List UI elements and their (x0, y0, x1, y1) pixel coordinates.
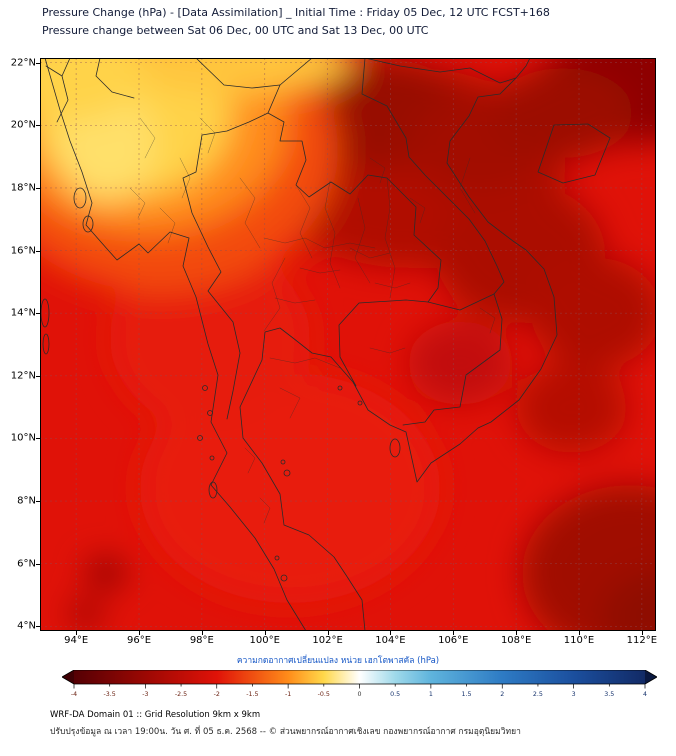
colorbar: -4 -3.5 -3 -2.5 -2 -1.5 -1 -0.5 0 0.5 1 1.5 2 2.5 3 3.5… (62, 670, 657, 698)
grid-lines (40, 58, 656, 631)
y-axis-tick-label: 4°N (17, 620, 36, 632)
map-frame (40, 58, 656, 631)
y-axis-tick-label: 14°N (10, 307, 36, 319)
y-axis-tick-mark (36, 250, 40, 252)
colorbar-under-arrow (62, 670, 74, 684)
x-axis-tick-label: 94°E (64, 635, 89, 646)
coastline-west (44, 58, 307, 631)
colorbar-tick-label: -3 (142, 691, 148, 698)
x-axis-tick-mark (390, 631, 392, 635)
y-axis-tick-label: 10°N (10, 432, 36, 444)
border-thailand-myanmar (182, 112, 269, 420)
border-vietnam-china (364, 58, 517, 84)
x-axis-tick-label: 110°E (563, 635, 595, 646)
colorbar-tick-label: 4 (643, 691, 647, 698)
colorbar-tick-label: -0.5 (318, 691, 330, 698)
colorbar-tick-label: 1.5 (462, 691, 472, 698)
y-axis-tick-label: 18°N (10, 182, 36, 194)
coastline-east (239, 58, 558, 631)
country-borders (40, 58, 611, 631)
y-axis-tick-label: 22°N (10, 57, 36, 69)
x-axis-tick-label: 108°E (500, 635, 532, 646)
x-axis-tick-mark (201, 631, 203, 635)
map-plot-area: 94°E 96°E 98°E 100°E 102°E 104°E 106°E 108°E 110… (11, 57, 657, 646)
chart-title: Pressure Change (hPa) - [Data Assimilati… (42, 6, 550, 19)
x-axis-tick-mark (453, 631, 455, 635)
islands (40, 187, 401, 582)
pressure-change-map (40, 58, 656, 631)
y-axis-tick-label: 20°N (10, 119, 36, 131)
y-axis-tick-mark (36, 563, 40, 565)
border-myanmar-bangladesh (56, 58, 71, 123)
colorbar-tick-label: 2.5 (533, 691, 543, 698)
colorbar-tick-label: 3 (572, 691, 576, 698)
colorbar-tick-label: 3.5 (604, 691, 614, 698)
border-thailand-laos (267, 112, 442, 303)
hainan-island (537, 123, 611, 184)
footer-update-info: ปรับปรุงข้อมูล ณ เวลา 19:00น. วัน ศ. ที่… (50, 727, 521, 737)
y-axis-tick-mark (36, 438, 40, 440)
border-thailand-cambodia (338, 299, 429, 387)
colorbar-tick-label: -2 (214, 691, 220, 698)
y-axis-tick-label: 8°N (17, 495, 36, 507)
colorbar-tick-label: -3.5 (104, 691, 116, 698)
y-axis-tick-mark (36, 375, 40, 377)
border-laos-vietnam (361, 58, 505, 295)
colorbar-tick-label: -1.5 (246, 691, 258, 698)
x-axis-tick-mark (139, 631, 140, 635)
y-axis-tick-mark (36, 125, 40, 127)
y-axis-tick-mark (36, 501, 40, 503)
x-axis-tick-label: 98°E (189, 635, 214, 646)
y-axis-tick-mark (36, 313, 40, 315)
province-borders (129, 117, 496, 524)
x-axis-tick-label: 102°E (312, 635, 343, 646)
border-laos-china (279, 58, 313, 86)
x-axis-tick-mark (579, 631, 580, 635)
y-axis-tick-label: 12°N (10, 370, 36, 382)
colorbar-tick-label: -1 (285, 691, 291, 698)
colorbar-tick-label: 1 (429, 691, 433, 698)
colorbar-over-arrow (645, 670, 657, 684)
colorbar-label: ความกดอากาศเปลี่ยนแปลง หน่วย เฮกโตพาสคัล… (236, 656, 440, 666)
y-axis-tick-label: 16°N (10, 245, 36, 257)
x-axis-tick-label: 100°E (249, 635, 280, 646)
colorbar-gradient-bar (74, 670, 645, 684)
border-myanmar-india (95, 58, 135, 99)
y-axis-tick-mark (36, 62, 40, 64)
x-axis-tick-label: 112°E (626, 635, 658, 646)
x-axis-tick-label: 96°E (126, 635, 152, 646)
x-axis-tick-mark (641, 631, 643, 635)
colorbar-tick-label: -4 (71, 691, 77, 698)
border-bangladesh-india (45, 65, 63, 77)
y-axis-tick-label: 6°N (17, 558, 36, 570)
x-axis-tick-mark (264, 631, 266, 635)
footer-domain-info: WRF-DA Domain 01 :: Grid Resolution 9km … (50, 710, 261, 720)
colorbar-tick-label: -2.5 (175, 691, 187, 698)
x-axis-tick-label: 104°E (375, 635, 406, 646)
x-axis-tick-mark (516, 631, 518, 635)
colorbar-ticks: -4 -3.5 -3 -2.5 -2 -1.5 -1 -0.5 0 0.5 1 1.5 2 2.5 3 3.5… (71, 684, 647, 698)
map-field-blobs (40, 58, 656, 631)
border-myanmar-china (195, 58, 281, 114)
border-laos-cambodia (427, 293, 495, 311)
colorbar-tick-label: 0.5 (390, 691, 400, 698)
x-axis-tick-mark (76, 631, 78, 635)
y-axis-tick-mark (36, 187, 40, 189)
colorbar-tick-label: 0 (357, 691, 361, 698)
colorbar-tick-label: 2 (500, 691, 504, 698)
x-axis-tick-label: 106°E (438, 635, 469, 646)
border-cambodia-vietnam (402, 293, 503, 426)
y-axis-tick-mark (36, 626, 40, 628)
chart-subtitle: Pressure change between Sat 06 Dec, 00 U… (42, 24, 429, 37)
x-axis-tick-mark (327, 631, 329, 635)
